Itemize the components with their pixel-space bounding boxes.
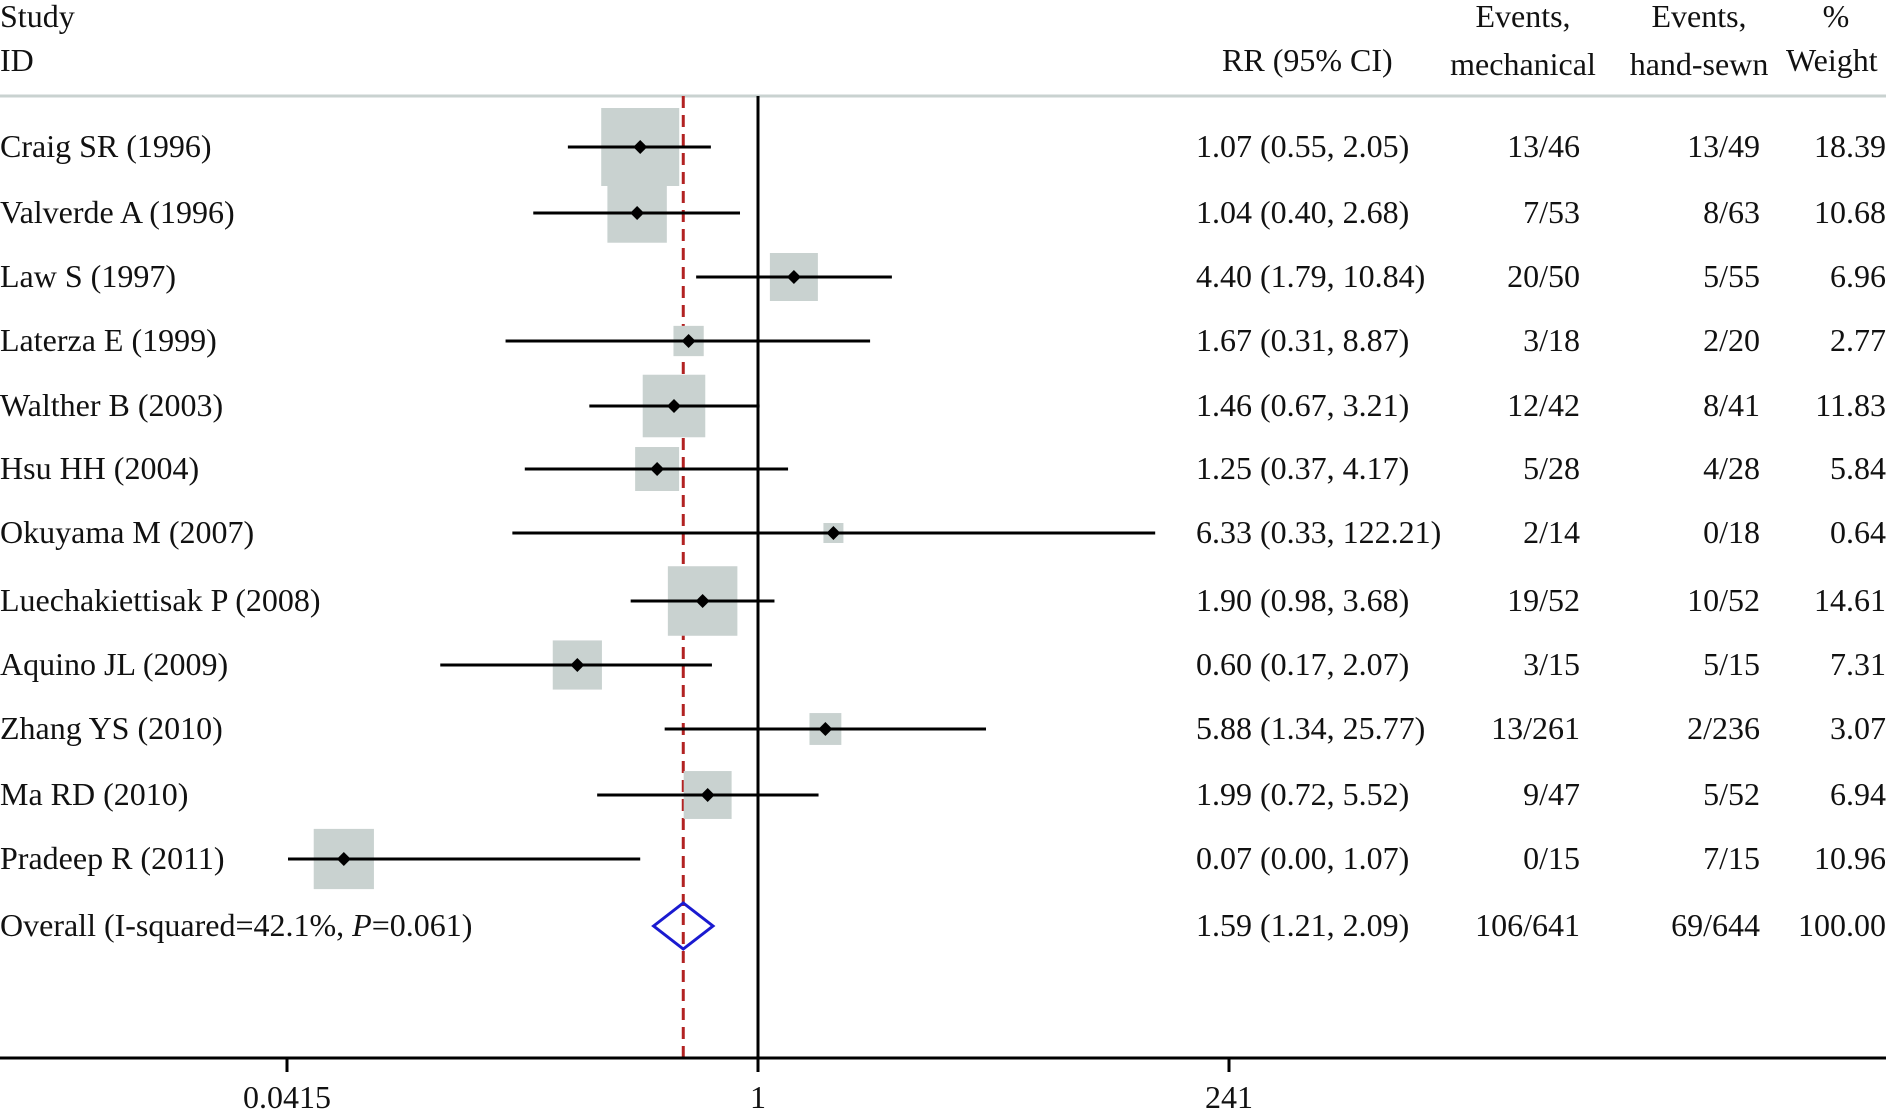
- point-estimate: [818, 722, 833, 736]
- events-mechanical: 5/28: [1523, 450, 1580, 486]
- point-estimate: [570, 658, 585, 672]
- point-estimate: [650, 462, 665, 476]
- overall-label-prefix: Overall (I-squared=42.1%,: [0, 907, 353, 943]
- events-mechanical: 13/261: [1491, 710, 1580, 746]
- events-mechanical: 9/47: [1523, 776, 1580, 812]
- weight-value: 14.61: [1814, 582, 1886, 618]
- weight-value: 6.96: [1830, 258, 1886, 294]
- weight-value: 11.83: [1815, 387, 1886, 423]
- weight-value: 0.64: [1830, 514, 1886, 550]
- point-estimate: [336, 852, 351, 866]
- point-estimate: [681, 334, 696, 348]
- overall-rr-ci: 1.59 (1.21, 2.09): [1196, 907, 1410, 943]
- x-tick-label: 1: [750, 1079, 766, 1111]
- events-handsewn: 2/236: [1687, 710, 1760, 746]
- rr-ci-value: 1.46 (0.67, 3.21): [1196, 387, 1410, 423]
- study-name: Hsu HH (2004): [0, 450, 200, 486]
- study-name: Pradeep R (2011): [0, 840, 225, 876]
- study-name: Aquino JL (2009): [0, 646, 229, 682]
- rr-ci-value: 5.88 (1.34, 25.77): [1196, 710, 1426, 746]
- study-name: Craig SR (1996): [0, 128, 212, 164]
- events-handsewn: 2/20: [1703, 322, 1760, 358]
- header-events-mech-1: Events,: [1475, 0, 1571, 34]
- events-handsewn: 5/52: [1703, 776, 1760, 812]
- events-handsewn: 10/52: [1687, 582, 1760, 618]
- events-mechanical: 13/46: [1507, 128, 1580, 164]
- study-name: Laterza E (1999): [0, 322, 217, 358]
- rr-ci-value: 1.67 (0.31, 8.87): [1196, 322, 1410, 358]
- study-name: Okuyama M (2007): [0, 514, 255, 550]
- point-estimate: [630, 206, 645, 220]
- point-estimate: [700, 788, 715, 802]
- events-mechanical: 2/14: [1523, 514, 1580, 550]
- weight-value: 10.68: [1814, 194, 1886, 230]
- study-name: Luechakiettisak P (2008): [0, 582, 321, 618]
- events-handsewn: 7/15: [1703, 840, 1760, 876]
- weight-value: 7.31: [1830, 646, 1886, 682]
- weight-value: 18.39: [1814, 128, 1886, 164]
- header-events-mech-2: mechanical: [1450, 46, 1596, 82]
- events-handsewn: 8/63: [1703, 194, 1760, 230]
- x-tick-label: 0.0415: [243, 1079, 331, 1111]
- x-tick-label: 241: [1205, 1079, 1253, 1111]
- weight-value: 10.96: [1814, 840, 1886, 876]
- header-rr: RR (95% CI): [1222, 42, 1393, 78]
- events-mechanical: 3/18: [1523, 322, 1580, 358]
- rr-ci-value: 0.60 (0.17, 2.07): [1196, 646, 1410, 682]
- events-mechanical: 12/42: [1507, 387, 1580, 423]
- events-handsewn: 5/55: [1703, 258, 1760, 294]
- events-mechanical: 3/15: [1523, 646, 1580, 682]
- overall-events-mechanical: 106/641: [1475, 907, 1580, 943]
- study-name: Valverde A (1996): [0, 194, 235, 230]
- header-weight-1: %: [1822, 0, 1850, 34]
- point-estimate: [666, 399, 681, 413]
- header-events-hand-2: hand-sewn: [1629, 46, 1769, 82]
- rr-ci-value: 1.99 (0.72, 5.52): [1196, 776, 1410, 812]
- overall-weight: 100.00: [1798, 907, 1886, 943]
- point-estimate: [633, 140, 648, 154]
- weight-value: 5.84: [1830, 450, 1886, 486]
- rr-ci-value: 0.07 (0.00, 1.07): [1196, 840, 1410, 876]
- events-handsewn: 13/49: [1687, 128, 1760, 164]
- study-name: Ma RD (2010): [0, 776, 189, 812]
- weight-value: 3.07: [1830, 710, 1886, 746]
- overall-diamond: [651, 901, 716, 951]
- rr-ci-value: 1.04 (0.40, 2.68): [1196, 194, 1410, 230]
- events-handsewn: 4/28: [1703, 450, 1760, 486]
- point-estimate: [826, 526, 841, 540]
- events-handsewn: 8/41: [1703, 387, 1760, 423]
- rr-ci-value: 6.33 (0.33, 122.21): [1196, 514, 1442, 550]
- overall-label-p: P: [352, 907, 372, 943]
- point-estimate: [786, 270, 801, 284]
- events-handsewn: 0/18: [1703, 514, 1760, 550]
- events-mechanical: 7/53: [1523, 194, 1580, 230]
- header-study: Study: [0, 0, 75, 34]
- point-estimate: [695, 594, 710, 608]
- rr-ci-value: 1.07 (0.55, 2.05): [1196, 128, 1410, 164]
- study-name: Zhang YS (2010): [0, 710, 223, 746]
- header-id: ID: [0, 42, 34, 78]
- header-events-hand-1: Events,: [1651, 0, 1747, 34]
- study-name: Law S (1997): [0, 258, 176, 294]
- rr-ci-value: 4.40 (1.79, 10.84): [1196, 258, 1426, 294]
- overall-label-suffix: =0.061): [371, 907, 473, 943]
- events-mechanical: 20/50: [1507, 258, 1580, 294]
- rr-ci-value: 1.90 (0.98, 3.68): [1196, 582, 1410, 618]
- overall-events-handsewn: 69/644: [1671, 907, 1760, 943]
- rr-ci-value: 1.25 (0.37, 4.17): [1196, 450, 1410, 486]
- weight-value: 2.77: [1830, 322, 1886, 358]
- events-mechanical: 19/52: [1507, 582, 1580, 618]
- study-name: Walther B (2003): [0, 387, 224, 423]
- weight-value: 6.94: [1830, 776, 1886, 812]
- events-mechanical: 0/15: [1523, 840, 1580, 876]
- overall-label: Overall (I-squared=42.1%, P=0.061): [0, 909, 472, 941]
- events-handsewn: 5/15: [1703, 646, 1760, 682]
- header-weight-2: Weight: [1786, 42, 1878, 78]
